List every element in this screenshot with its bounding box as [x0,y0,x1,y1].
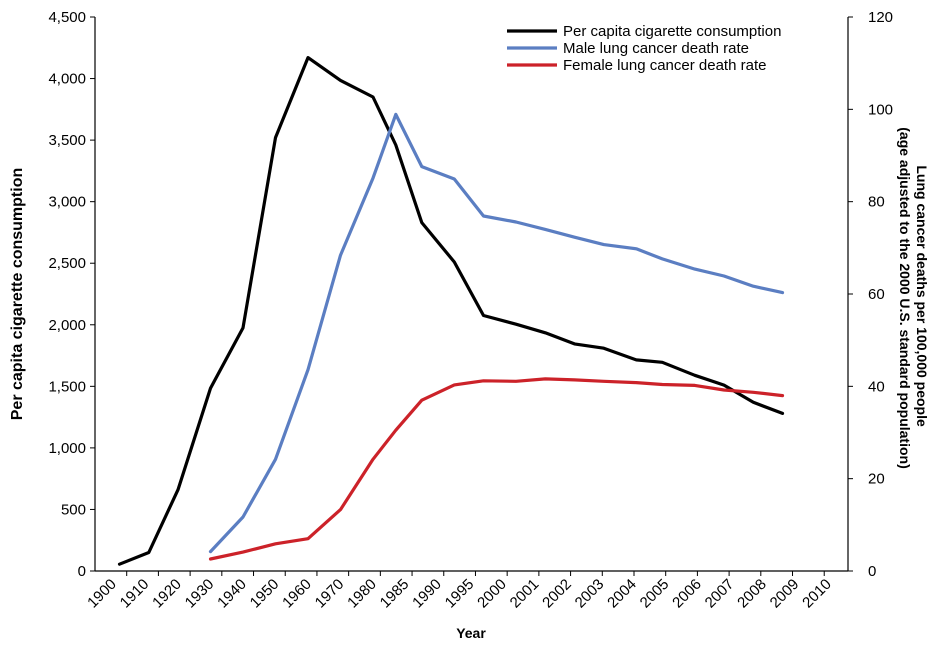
right-tick-label: 120 [868,9,893,26]
right-tick-label: 80 [868,194,885,211]
x-tick-label: 2007 [702,576,738,612]
x-ticks: 1900191019201930194019501960197019801985… [84,571,835,611]
x-tick-label: 2010 [799,576,835,612]
left-tick-label: 4,000 [48,71,86,88]
series-line-1 [117,55,785,566]
right-axis-title-line1: Lung cancer deaths per 100,000 people [914,165,930,427]
x-tick-label: 1950 [247,576,283,612]
x-tick-label: 1980 [344,576,380,612]
x-tick-label: 1930 [182,576,218,612]
left-tick-label: 1,000 [48,440,86,457]
left-y-ticks: 0 500 1,000 1,500 2,000 2,500 3,000 3,500 4,000 4… [48,9,95,580]
left-tick-label: 4,500 [48,9,86,26]
x-tick-label: 2002 [539,576,575,612]
left-tick-label: 2,000 [48,317,86,334]
right-y-ticks: 0 20 40 60 80 100 120 [848,9,893,580]
series-lines [117,55,785,566]
x-tick-label: 2001 [507,576,543,612]
x-tick-label: 1990 [409,576,445,612]
left-tick-label: 3,500 [48,132,86,149]
x-tick-label: 1910 [117,576,153,612]
x-tick-label: 1900 [84,576,120,612]
x-tick-label: 2008 [734,576,770,612]
right-tick-label: 0 [868,563,876,580]
x-tick-label: 1940 [214,576,250,612]
series-line-3 [208,377,785,561]
left-tick-label: 2,500 [48,255,86,272]
legend-label-3: Female lung cancer death rate [563,57,766,74]
left-tick-label: 500 [61,501,86,518]
x-tick-label: 1985 [377,576,413,612]
left-tick-label: 0 [78,563,86,580]
x-tick-label: 2005 [637,576,673,612]
right-axis-title: Lung cancer deaths per 100,000 people (a… [897,127,930,469]
x-tick-label: 1995 [442,576,478,612]
legend-label-2: Male lung cancer death rate [563,40,749,57]
right-tick-label: 60 [868,286,885,303]
x-tick-label: 2004 [604,576,640,612]
x-tick-label: 2009 [767,576,803,612]
x-tick-label: 2006 [669,576,705,612]
x-tick-label: 1970 [312,576,348,612]
right-tick-label: 40 [868,378,885,395]
left-axis-title: Per capita cigarette consumption [9,168,26,421]
series-line-2 [208,112,785,554]
right-tick-label: 20 [868,471,885,488]
x-tick-label: 2000 [474,576,510,612]
x-axis-title: Year [456,625,486,641]
right-axis-title-line2: (age adjusted to the 2000 U.S. standard … [897,127,913,469]
left-tick-label: 1,500 [48,378,86,395]
x-tick-label: 2003 [572,576,608,612]
left-tick-label: 3,000 [48,194,86,211]
right-tick-label: 100 [868,101,893,118]
x-tick-label: 1920 [149,576,185,612]
legend-label-1: Per capita cigarette consumption [563,23,781,40]
x-tick-label: 1960 [279,576,315,612]
